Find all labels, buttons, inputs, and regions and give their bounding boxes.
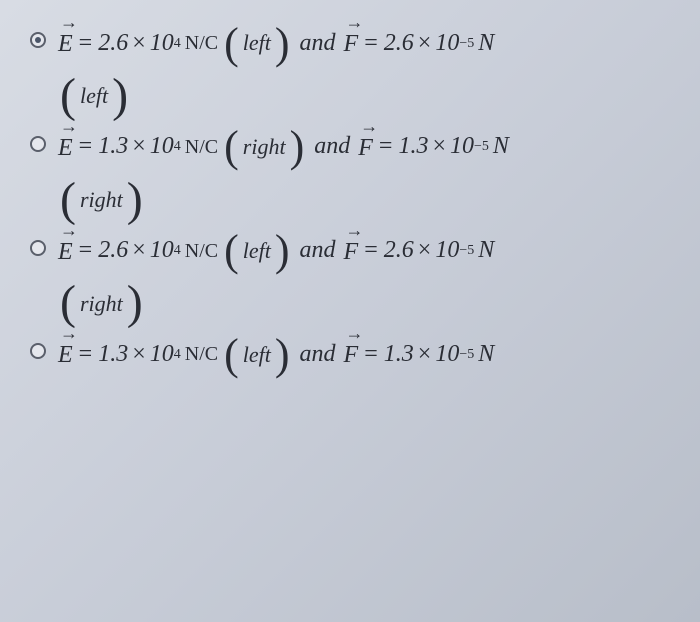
direction-line-2: (right) [58, 180, 509, 220]
equals-sign: = [364, 333, 378, 376]
option-content: E=1.3×104N/C(right)andF=1.3×10−5N(right) [58, 124, 509, 220]
direction-line-2: (right) [58, 284, 494, 324]
F-exponent: −5 [474, 134, 489, 159]
equation-line-1: E=2.6×104N/C(left)andF=2.6×10−5N [58, 228, 494, 274]
F-exponent: −5 [459, 238, 474, 263]
N-over-C: N/C [185, 129, 218, 165]
ten: 10 [150, 22, 174, 65]
equals-sign: = [79, 125, 93, 168]
vector-E: E [58, 228, 73, 274]
equation-line-1: E=1.3×104N/C(right)andF=1.3×10−5N [58, 124, 509, 170]
ten: 10 [450, 125, 474, 168]
newton-unit: N [478, 333, 494, 376]
F-coefficient: 1.3 [384, 333, 414, 376]
E-exponent: 4 [174, 31, 181, 56]
vector-F: F [358, 124, 373, 170]
times-sign: × [418, 229, 432, 272]
times-sign: × [432, 125, 446, 168]
vector-E: E [58, 331, 73, 377]
radio-button[interactable] [30, 240, 46, 256]
times-sign: × [418, 333, 432, 376]
answer-option-2[interactable]: E=2.6×104N/C(left)andF=2.6×10−5N(right) [30, 228, 670, 324]
F-coefficient: 1.3 [398, 125, 428, 168]
equals-sign: = [79, 229, 93, 272]
ten: 10 [150, 333, 174, 376]
option-content: E=2.6×104N/C(left)andF=2.6×10−5N(left) [58, 20, 494, 116]
option-content: E=2.6×104N/C(left)andF=2.6×10−5N(right) [58, 228, 494, 324]
ten: 10 [150, 229, 174, 272]
radio-button[interactable] [30, 343, 46, 359]
equation-line-1: E=1.3×104N/C(left)andF=1.3×10−5N [58, 331, 494, 377]
times-sign: × [132, 333, 146, 376]
ten: 10 [150, 125, 174, 168]
vector-F: F [344, 331, 359, 377]
N-over-C: N/C [185, 25, 218, 61]
and-text: and [314, 125, 350, 168]
E-coefficient: 2.6 [98, 229, 128, 272]
E-coefficient: 2.6 [98, 22, 128, 65]
vector-E: E [58, 124, 73, 170]
F-exponent: −5 [459, 31, 474, 56]
and-text: and [300, 22, 336, 65]
E-coefficient: 1.3 [98, 333, 128, 376]
equals-sign: = [79, 333, 93, 376]
radio-button[interactable] [30, 32, 46, 48]
newton-unit: N [493, 125, 509, 168]
and-text: and [300, 333, 336, 376]
newton-unit: N [478, 229, 494, 272]
E-exponent: 4 [174, 342, 181, 367]
times-sign: × [132, 125, 146, 168]
times-sign: × [418, 22, 432, 65]
equation-line-1: E=2.6×104N/C(left)andF=2.6×10−5N [58, 20, 494, 66]
radio-button[interactable] [30, 136, 46, 152]
answer-option-0[interactable]: E=2.6×104N/C(left)andF=2.6×10−5N(left) [30, 20, 670, 116]
vector-F: F [344, 228, 359, 274]
times-sign: × [132, 22, 146, 65]
F-coefficient: 2.6 [384, 22, 414, 65]
E-direction-paren: (left) [224, 23, 289, 63]
N-over-C: N/C [185, 233, 218, 269]
E-coefficient: 1.3 [98, 125, 128, 168]
ten: 10 [435, 229, 459, 272]
equals-sign: = [364, 22, 378, 65]
times-sign: × [132, 229, 146, 272]
N-over-C: N/C [185, 336, 218, 372]
F-exponent: −5 [459, 342, 474, 367]
F-coefficient: 2.6 [384, 229, 414, 272]
E-direction-paren: (right) [224, 127, 304, 167]
vector-F: F [344, 20, 359, 66]
direction-line-2: (left) [58, 76, 494, 116]
vector-E: E [58, 20, 73, 66]
equals-sign: = [364, 229, 378, 272]
equals-sign: = [79, 22, 93, 65]
option-content: E=1.3×104N/C(left)andF=1.3×10−5N [58, 331, 494, 377]
equals-sign: = [379, 125, 393, 168]
E-exponent: 4 [174, 238, 181, 263]
E-direction-paren: (left) [224, 231, 289, 271]
answer-option-3[interactable]: E=1.3×104N/C(left)andF=1.3×10−5N [30, 331, 670, 377]
and-text: and [300, 229, 336, 272]
ten: 10 [435, 333, 459, 376]
E-exponent: 4 [174, 134, 181, 159]
newton-unit: N [478, 22, 494, 65]
answer-option-1[interactable]: E=1.3×104N/C(right)andF=1.3×10−5N(right) [30, 124, 670, 220]
ten: 10 [435, 22, 459, 65]
E-direction-paren: (left) [224, 335, 289, 375]
